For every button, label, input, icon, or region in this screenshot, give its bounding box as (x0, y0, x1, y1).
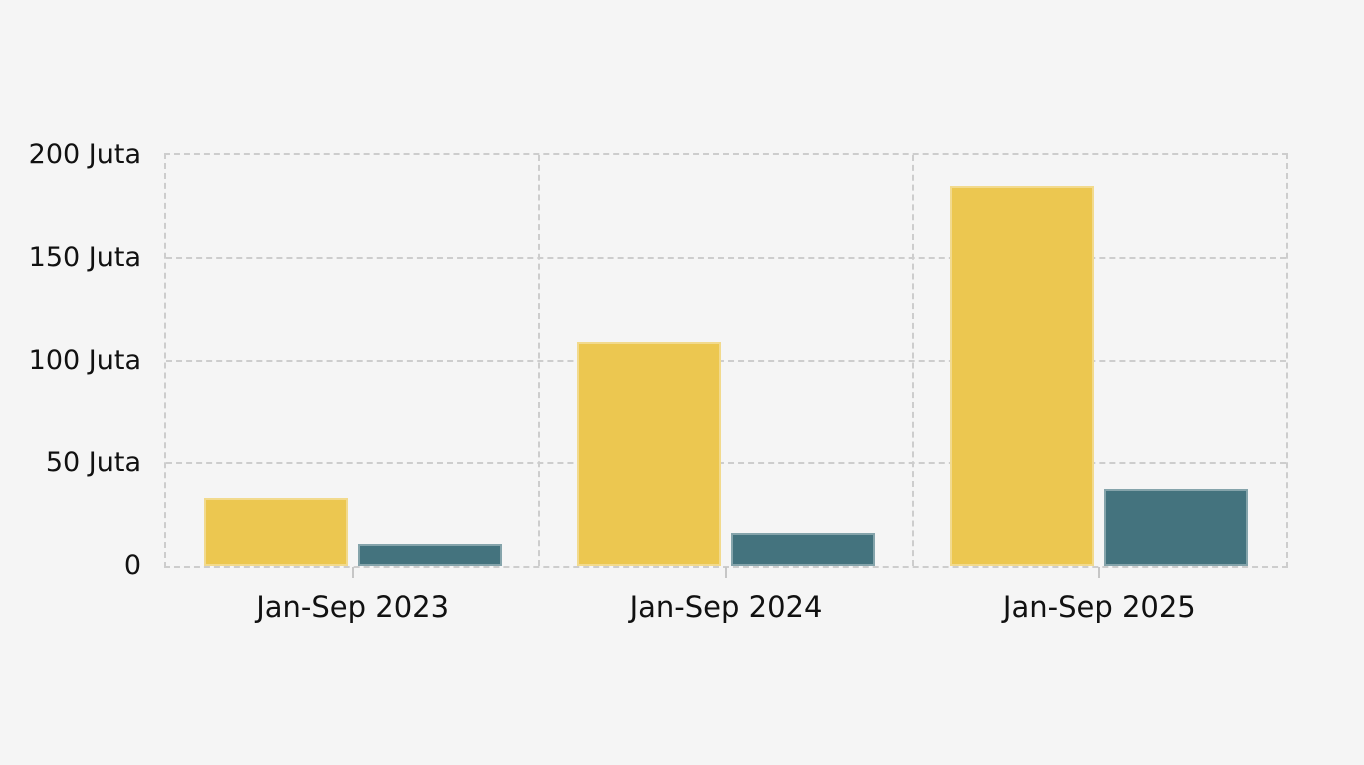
h-gridline (166, 462, 1286, 465)
x-tick-label: Jan-Sep 2025 (1002, 590, 1196, 624)
y-axis-labels: 200 Juta 150 Juta 100 Juta 50 Juta 0 (0, 139, 141, 581)
x-axis: Jan-Sep 2023 Jan-Sep 2024 Jan-Sep 2025 (166, 567, 1286, 647)
bar-teal-jan-sep-2025[interactable] (1104, 488, 1249, 566)
x-tick-label: Jan-Sep 2024 (629, 590, 823, 624)
y-tick-label: 150 Juta (28, 241, 141, 273)
x-tick-label: Jan-Sep 2023 (256, 590, 450, 624)
bar-yellow-jan-sep-2025[interactable] (950, 185, 1095, 566)
y-tick-label: 200 Juta (28, 138, 141, 170)
bar-teal-jan-sep-2024[interactable] (731, 533, 875, 566)
v-gridline (538, 155, 541, 566)
x-tick-mark (1098, 567, 1101, 578)
h-gridline (166, 359, 1286, 362)
bar-yellow-jan-sep-2023[interactable] (203, 498, 348, 566)
x-tick-mark (725, 567, 727, 578)
y-tick-label: 50 Juta (45, 447, 141, 479)
y-tick-label: 100 Juta (28, 344, 141, 376)
x-tick-mark (351, 567, 354, 578)
v-gridline (911, 155, 914, 566)
y-tick-label: 0 (123, 549, 141, 581)
bar-teal-jan-sep-2023[interactable] (357, 544, 502, 566)
bar-yellow-jan-sep-2024[interactable] (577, 342, 721, 566)
plot-area (164, 153, 1288, 568)
h-gridline (166, 256, 1286, 259)
